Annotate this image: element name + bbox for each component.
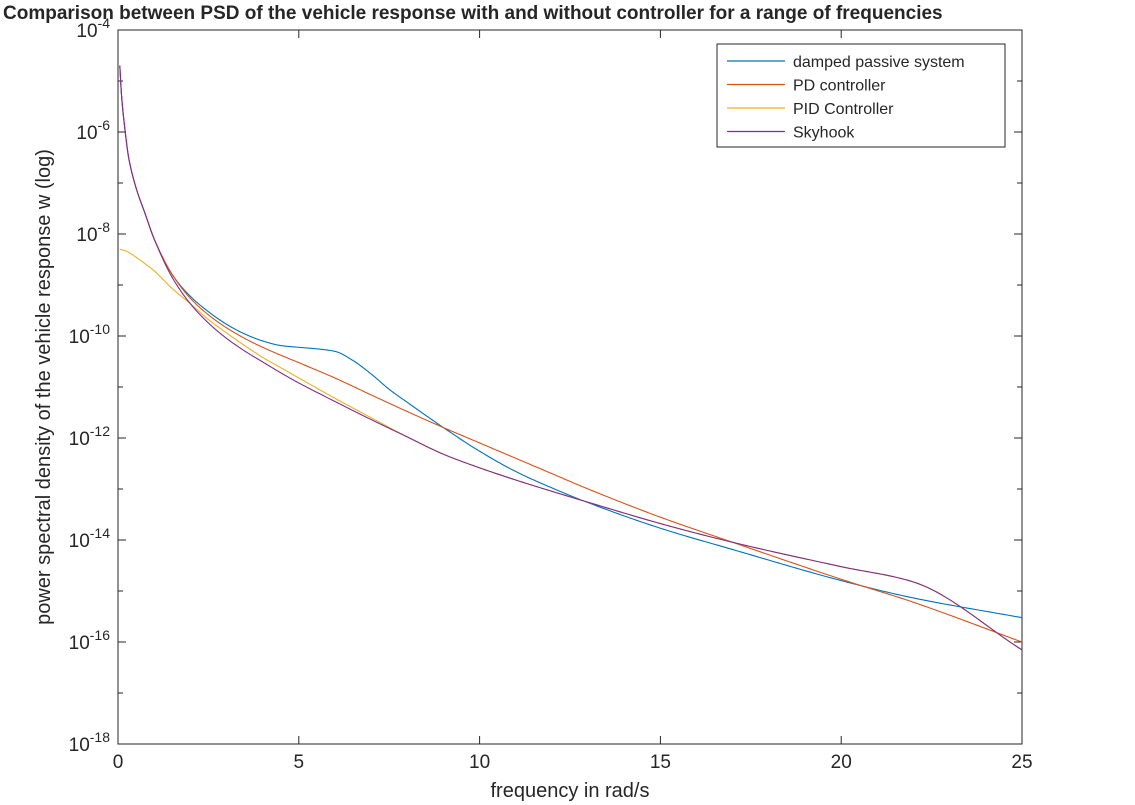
chart-title: Comparison between PSD of the vehicle re… bbox=[3, 3, 943, 24]
series-line-skyhook bbox=[119, 65, 1022, 651]
y-tick-label: 10-12 bbox=[69, 423, 111, 450]
x-tick-label: 20 bbox=[831, 752, 852, 773]
x-tick-label: 0 bbox=[113, 752, 124, 773]
y-tick-labels: 10-4 10-6 10-8 10-10 10-12 10-14 10-16 10-18 bbox=[69, 15, 111, 756]
y-axis-label: power spectral density of the vehicle re… bbox=[33, 149, 55, 625]
legend-label: Skyhook bbox=[793, 125, 855, 142]
y-tick-label: 10-18 bbox=[69, 729, 111, 756]
x-tick-label: 10 bbox=[469, 752, 490, 773]
y-tick-label: 10-8 bbox=[76, 219, 110, 246]
legend-label: PID Controller bbox=[793, 101, 894, 118]
series-lines bbox=[119, 65, 1022, 651]
legend: damped passive system PD controller PID Co… bbox=[716, 43, 1006, 148]
legend-label: damped passive system bbox=[793, 54, 965, 71]
y-tick-label: 10-14 bbox=[69, 525, 111, 552]
y-tick-label: 10-6 bbox=[76, 117, 110, 144]
x-tick-labels: 0 5 10 15 20 25 bbox=[113, 752, 1033, 773]
y-tick-label: 10-4 bbox=[76, 15, 110, 42]
x-tick-label: 5 bbox=[294, 752, 305, 773]
legend-label: PD controller bbox=[793, 78, 886, 95]
x-tick-label: 25 bbox=[1011, 752, 1032, 773]
x-tick-label: 15 bbox=[650, 752, 671, 773]
y-tick-label: 10-10 bbox=[69, 321, 111, 348]
x-axis-label: frequency in rad/s bbox=[491, 780, 650, 802]
y-tick-label: 10-16 bbox=[69, 627, 111, 654]
axis-ticks bbox=[117, 29, 1023, 745]
plot-area bbox=[117, 29, 1023, 745]
